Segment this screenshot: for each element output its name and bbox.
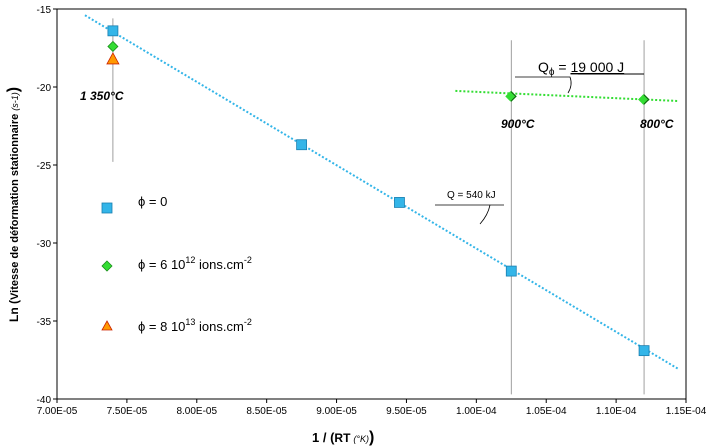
data-point-square	[505, 265, 517, 277]
fit-line	[455, 89, 680, 103]
q-blue-annotation: Q = 540 kJ	[447, 190, 496, 201]
y-axis-title: Ln (Vitesse de déformation stationnaire(…	[5, 87, 22, 322]
x-tick-label: 8.50E-05	[246, 406, 287, 417]
x-tick-label: 1.00E-04	[456, 406, 497, 417]
y-tick-label: -40	[37, 395, 52, 406]
legend-label-phi8: ϕ = 8 1013 ions.cm-2	[138, 317, 252, 334]
x-tick-label: 1.15E-04	[666, 406, 707, 417]
data-point-triangle	[106, 52, 120, 65]
y-tick-label: -30	[37, 239, 52, 250]
temp-label-800: 800°C	[640, 117, 674, 131]
q-phi-arc	[515, 76, 572, 94]
x-tick-label: 9.00E-05	[316, 406, 357, 417]
y-tick-label: -25	[37, 161, 52, 172]
data-point-square	[638, 345, 650, 357]
q-phi-annotation: Qϕ = 19 000 J	[538, 59, 624, 78]
fit-line	[84, 14, 680, 371]
x-tick-label: 7.50E-05	[107, 406, 148, 417]
x-axis-title: 1 / (RT (°K))	[312, 429, 374, 446]
data-point-square	[296, 139, 308, 151]
x-tick-label: 9.50E-05	[386, 406, 427, 417]
data-point-diamond-highlight	[638, 94, 649, 105]
temp-label-1350: 1 350°C	[80, 89, 124, 103]
legend-label-phi6: ϕ = 6 1012 ions.cm-2	[138, 255, 252, 272]
x-tick-label: 7.00E-05	[37, 406, 78, 417]
data-point-square	[107, 25, 119, 37]
y-tick-label: -15	[37, 5, 52, 16]
legend-marker-phi0	[101, 202, 113, 214]
x-tick-label: 1.10E-04	[596, 406, 637, 417]
q-phi-value: 19 000 J	[570, 59, 624, 75]
q-phi-eq: =	[555, 59, 571, 75]
fit-lines	[84, 14, 680, 371]
x-tick-label: 8.00E-05	[176, 406, 217, 417]
q-phi-sub: ϕ	[549, 67, 555, 78]
legend-marker-phi8	[101, 320, 113, 331]
data-point-square	[394, 197, 405, 208]
data-points	[106, 25, 650, 357]
y-tick-label: -20	[37, 83, 52, 94]
data-point-diamond	[107, 40, 119, 53]
axis-ticks: 7.00E-05 7.50E-05 8.00E-05 8.50E-05 9.00E-05…	[37, 5, 707, 417]
temp-label-900: 900°C	[501, 117, 535, 131]
x-tick-label: 1.05E-04	[526, 406, 567, 417]
y-tick-label: -35	[37, 317, 52, 328]
q-blue-arc	[479, 204, 491, 225]
legend-marker-phi6	[101, 260, 113, 272]
data-point-diamond-highlight	[505, 91, 516, 102]
q-phi-q: Q	[538, 59, 549, 75]
legend: ϕ = 0 ϕ = 6 1012 ions.cm-2 ϕ = 8 1013 io…	[101, 194, 252, 334]
legend-label-phi0: ϕ = 0	[138, 194, 167, 209]
